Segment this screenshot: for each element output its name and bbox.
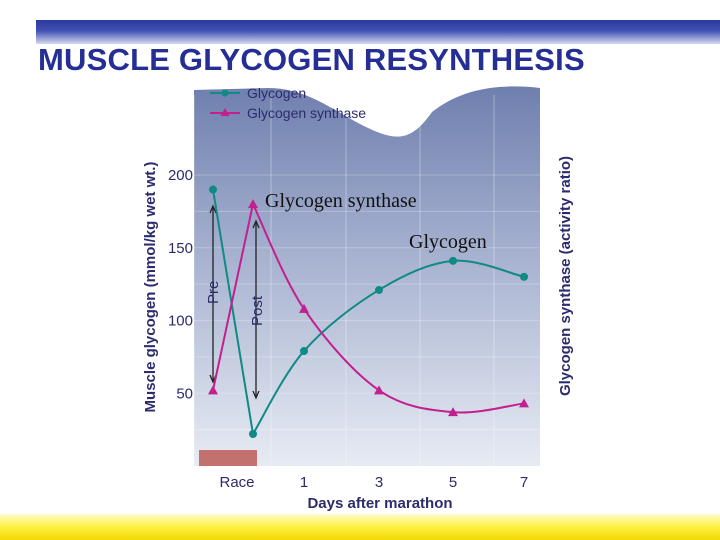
glycogen-synthase-point <box>374 385 384 395</box>
y-axis-title: Muscle glycogen (mmol/kg wet wt.) <box>142 162 159 413</box>
glycogen-point <box>209 185 217 194</box>
glycogen-resynthesis-chart: Glycogen Glycogen synthase Pre Post 50 10… <box>142 85 574 512</box>
legend-marker-glycogen <box>221 89 229 97</box>
y-tick-label: 200 <box>168 167 193 184</box>
x-axis-ticks: Race 1 3 5 7 <box>219 474 528 491</box>
glycogen-point <box>520 272 528 281</box>
x-tick-label: 3 <box>375 474 383 491</box>
y-tick-label: 150 <box>168 240 193 257</box>
glycogen-synthase-point <box>299 303 309 313</box>
glycogen-synthase-point <box>448 407 458 417</box>
x-tick-label: 7 <box>520 474 528 491</box>
glycogen-line <box>212 189 525 437</box>
race-bar <box>199 450 257 466</box>
legend-label-glycogen: Glycogen <box>247 85 306 101</box>
x-tick-label: 5 <box>449 474 457 491</box>
legend-label-glycogen-synthase: Glycogen synthase <box>247 105 366 121</box>
glycogen-point <box>449 256 457 265</box>
x-tick-label: 1 <box>300 474 308 491</box>
y-tick-label: 100 <box>168 313 193 330</box>
glycogen-synthase-overlay-label: Glycogen synthase <box>265 190 417 212</box>
legend-marker-glycogen-synthase <box>220 108 230 116</box>
glycogen-point <box>375 285 383 294</box>
legend: Glycogen Glycogen synthase <box>210 85 366 121</box>
y-axis-title-right: Glycogen synthase (activity ratio) <box>557 156 574 396</box>
slide-title: MUSCLE GLYCOGEN RESYNTHESIS <box>38 42 585 77</box>
glycogen-synthase-line <box>212 201 525 414</box>
glycogen-point <box>300 347 308 356</box>
pre-label: Pre <box>205 281 222 304</box>
post-label: Post <box>249 295 266 326</box>
glycogen-synthase-point <box>519 398 529 408</box>
glycogen-point <box>249 429 257 438</box>
plot-background <box>194 86 540 467</box>
footer-decoration-bar <box>0 514 720 540</box>
title-decoration-bar <box>36 20 720 44</box>
glycogen-overlay-label: Glycogen <box>409 231 487 253</box>
glycogen-synthase-point <box>208 385 218 395</box>
y-tick-label: 50 <box>176 385 193 402</box>
x-tick-label: Race <box>219 474 254 491</box>
x-axis-title: Days after marathon <box>307 495 452 512</box>
y-axis-ticks: 50 100 150 200 <box>168 167 193 402</box>
series-layer <box>208 185 529 438</box>
glycogen-synthase-point <box>248 199 258 209</box>
pre-post-arrows <box>209 204 260 400</box>
